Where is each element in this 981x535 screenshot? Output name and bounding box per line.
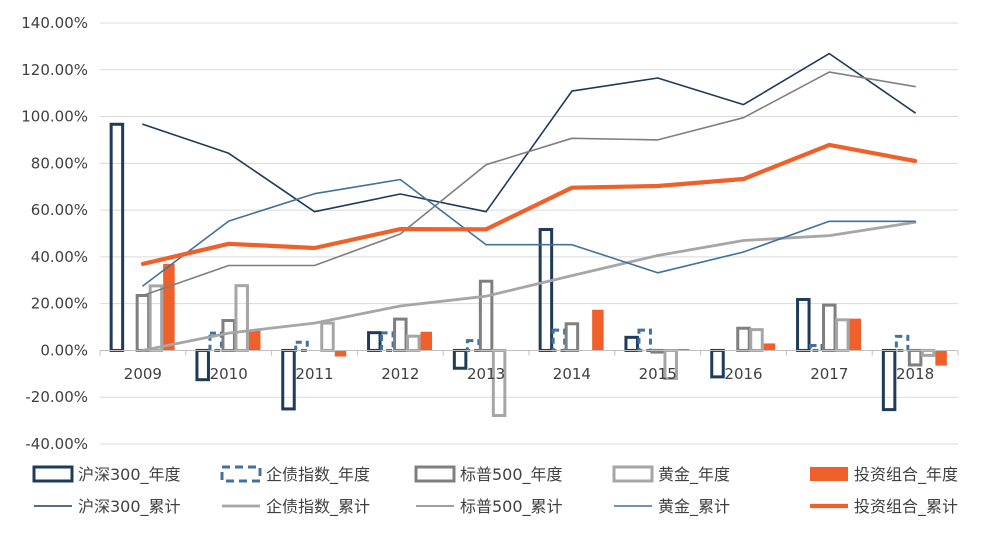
y-tick-label: 80.00% [31,154,88,172]
legend-label: 企债指数_年度 [266,465,370,485]
x-tick-label: 2013 [467,365,505,383]
legend-label: 投资组合_年度 [854,465,958,485]
x-tick-label: 2017 [810,365,848,383]
legend-swatch [612,465,654,483]
legend: 沪深300_年度 企债指数_年度 标普500_年度 黄金_年度 投资组合_年度沪深300… [32,465,958,517]
series-line [140,142,918,266]
bar [677,349,690,351]
bar [935,350,947,366]
bar [809,344,824,352]
y-tick-label: 60.00% [31,201,88,219]
bar [195,348,210,382]
bar [763,343,776,351]
bar [452,348,468,370]
bar [749,328,764,352]
bar [894,334,910,352]
bar [551,328,567,352]
x-tick-label: 2018 [896,365,934,383]
legend-label: 标普500_年度 [460,465,563,485]
y-tick-label: 20.00% [31,295,88,313]
bar [907,348,923,367]
y-tick-label: 40.00% [31,248,88,266]
series-line [142,178,916,287]
bar [406,334,421,352]
legend-label: 黄金_年度 [658,465,730,485]
bar [465,339,481,352]
bar [592,309,604,351]
bar [637,328,652,352]
legend-swatch [32,465,74,483]
y-tick-label: -40.00% [25,435,88,453]
legend-label: 企债指数_累计 [266,497,370,517]
bar [148,284,164,352]
bar [624,335,639,352]
bar [538,228,554,352]
bar [109,122,125,352]
bar [736,326,751,352]
bar [380,331,395,352]
legend-swatch [810,467,848,481]
legend-label: 黄金_累计 [658,497,730,517]
legend-label: 投资组合_累计 [854,497,958,517]
bar [796,297,811,352]
bar [564,322,580,352]
series-line [142,52,916,213]
bar [478,279,494,352]
legend-label: 沪深300_年度 [78,465,181,485]
bar [822,303,837,352]
legend-label: 沪深300_累计 [78,497,181,517]
bar [881,348,897,412]
x-axis-ticks: 2009 2010 2011 2012 2013 2014 2015 2016 2017 2018 [124,365,934,383]
x-tick-label: 2015 [639,365,677,383]
x-tick-label: 2010 [210,365,248,383]
bar [835,318,850,352]
bar [320,321,335,352]
bar [393,317,408,352]
bar [294,340,309,352]
bar [710,348,725,379]
legend-swatch [414,465,456,483]
y-tick-label: 140.00% [21,14,88,32]
lines [140,52,918,352]
y-tick-label: 120.00% [21,61,88,79]
y-tick-label: 0.00% [40,341,88,359]
bar [248,330,261,351]
x-axis [99,349,959,356]
x-tick-label: 2011 [295,365,333,383]
bar [849,318,862,351]
x-tick-label: 2014 [553,365,591,383]
x-tick-label: 2016 [724,365,762,383]
bar [163,263,175,351]
bar [367,331,382,352]
series-line [142,71,916,297]
x-tick-label: 2012 [381,365,419,383]
x-tick-label: 2009 [124,365,162,383]
series-line [141,220,917,352]
bar [221,319,236,352]
y-tick-label: -20.00% [25,388,88,406]
bar [334,350,347,357]
bar [920,348,936,357]
legend-label: 标普500_累计 [460,497,563,517]
legend-swatch [220,465,262,483]
y-tick-label: 100.00% [21,108,88,126]
bar [234,284,249,352]
y-axis-ticks: -40.00% -20.00% 0.00% 20.00% 40.00% 60.00% 80.… [21,14,88,453]
bar [420,331,433,351]
bar [281,348,296,411]
